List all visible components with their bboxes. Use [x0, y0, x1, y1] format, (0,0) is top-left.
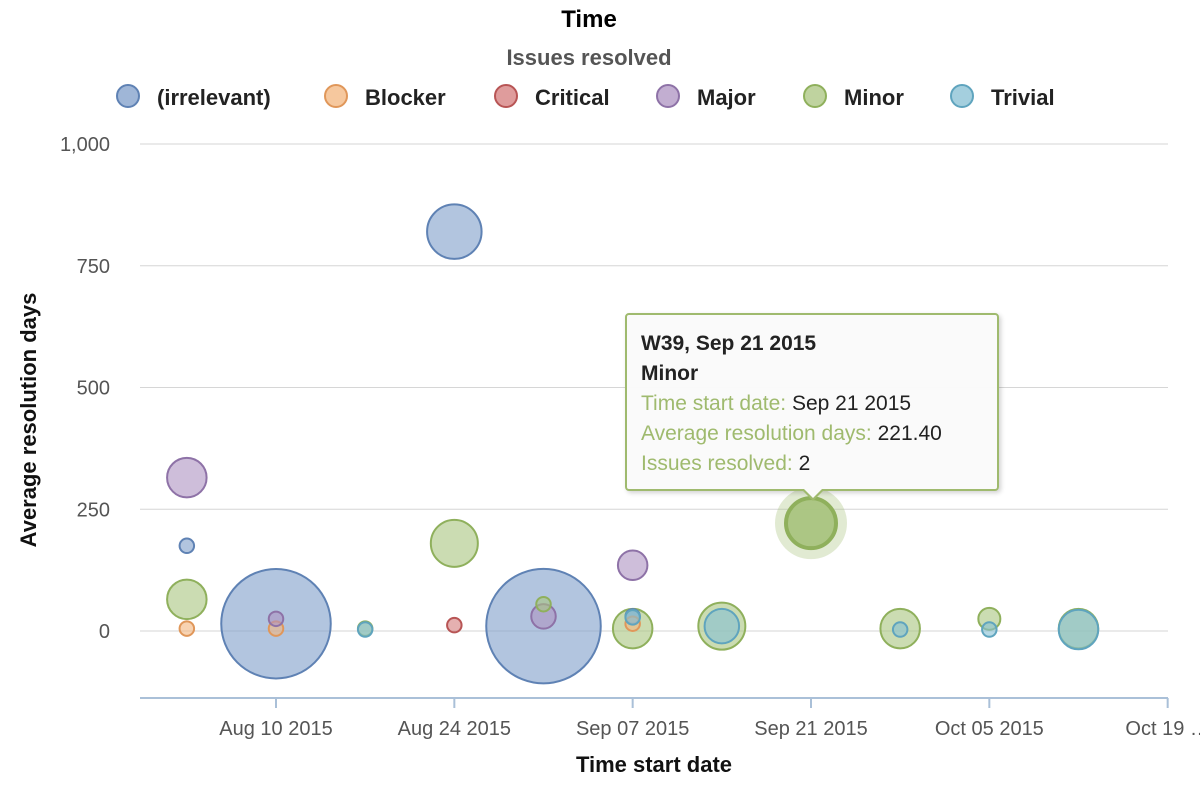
- legend-item[interactable]: Critical: [494, 84, 610, 110]
- bubble-irrelevant[interactable]: [178, 537, 196, 555]
- y-tick-label: 750: [77, 256, 110, 278]
- x-tick-label: Sep 21 2015: [754, 718, 867, 740]
- bubble-trivial[interactable]: [703, 607, 741, 645]
- bubble-irrelevant[interactable]: [426, 203, 483, 260]
- y-tick-label: 500: [77, 378, 110, 400]
- chart-subtitle: Issues resolved: [506, 45, 671, 70]
- bubble-trivial[interactable]: [981, 621, 998, 638]
- y-tick-label: 250: [77, 499, 110, 521]
- legend-label: Critical: [535, 85, 610, 110]
- x-tick-label: Oct 19 …: [1125, 718, 1200, 740]
- tooltip-value: 2: [798, 452, 811, 475]
- legend-item[interactable]: Major: [656, 84, 756, 110]
- legend-symbol: [656, 84, 680, 108]
- x-tick-label: Sep 07 2015: [576, 718, 689, 740]
- bubble-trivial[interactable]: [356, 621, 374, 638]
- legend-symbol: [803, 84, 827, 108]
- y-axis-ticks: 1,000 750 500 250 0: [60, 134, 110, 643]
- legend-item[interactable]: Blocker: [324, 84, 446, 110]
- x-axis-title: Time start date: [576, 752, 732, 777]
- legend-label: Blocker: [365, 85, 446, 110]
- x-axis-ticks: Aug 10 2015 Aug 24 2015 Sep 07 2015 Sep 21 …: [219, 698, 1200, 740]
- tooltip-value: Sep 21 2015: [791, 392, 912, 415]
- x-tick-label: Aug 24 2015: [398, 718, 511, 740]
- bubbles: [166, 203, 1100, 685]
- y-tick-label: 0: [99, 621, 110, 643]
- legend-label: Major: [697, 85, 756, 110]
- tooltip-value: 221.40: [877, 422, 942, 445]
- bubble-minor[interactable]: [166, 578, 208, 621]
- legend-label: Minor: [844, 85, 904, 110]
- tooltip-row: Time start date: Sep 21 2015: [641, 389, 997, 419]
- legend-item[interactable]: (irrelevant): [116, 84, 271, 110]
- bubble-trivial[interactable]: [1057, 608, 1100, 651]
- legend-symbol: [494, 84, 518, 108]
- tooltip-label: Time start date:: [641, 392, 787, 415]
- bubble-minor[interactable]: [784, 496, 838, 551]
- bubble-blocker[interactable]: [178, 620, 196, 637]
- tooltip-pointer-inner: [803, 488, 823, 498]
- legend: (irrelevant) Blocker Critical Major Minor Tri…: [116, 84, 1055, 110]
- tooltip-header: W39, Sep 21 2015: [641, 332, 817, 355]
- legend-symbol: [116, 84, 140, 108]
- tooltip-row: Issues resolved: 2: [641, 449, 997, 479]
- legend-item[interactable]: Minor: [803, 84, 904, 110]
- tooltip-label: Average resolution days:: [641, 422, 872, 445]
- x-tick-label: Aug 10 2015: [219, 718, 332, 740]
- x-tick-label: Oct 05 2015: [935, 718, 1044, 740]
- legend-symbol: [950, 84, 974, 108]
- legend-symbol: [324, 84, 348, 108]
- tooltip-label: Issues resolved:: [641, 452, 793, 475]
- y-tick-label: 1,000: [60, 134, 110, 156]
- bubble-major[interactable]: [616, 549, 649, 582]
- legend-label: (irrelevant): [157, 85, 271, 110]
- bubble-critical[interactable]: [446, 616, 463, 634]
- bubble-trivial[interactable]: [891, 621, 909, 638]
- legend-label: Trivial: [991, 85, 1055, 110]
- chart-title: Time: [561, 6, 617, 33]
- bubble-trivial[interactable]: [624, 609, 641, 626]
- tooltip-row: Average resolution days: 221.40: [641, 419, 997, 449]
- bubble-major[interactable]: [166, 456, 208, 499]
- tooltip: W39, Sep 21 2015 Minor Time start date: …: [625, 313, 999, 501]
- legend-item[interactable]: Trivial: [950, 84, 1055, 110]
- bubble-minor[interactable]: [429, 518, 479, 568]
- bubble-minor[interactable]: [535, 595, 552, 613]
- y-axis-title: Average resolution days: [16, 293, 41, 548]
- bubble-major[interactable]: [267, 610, 285, 628]
- tooltip-series: Minor: [641, 362, 699, 385]
